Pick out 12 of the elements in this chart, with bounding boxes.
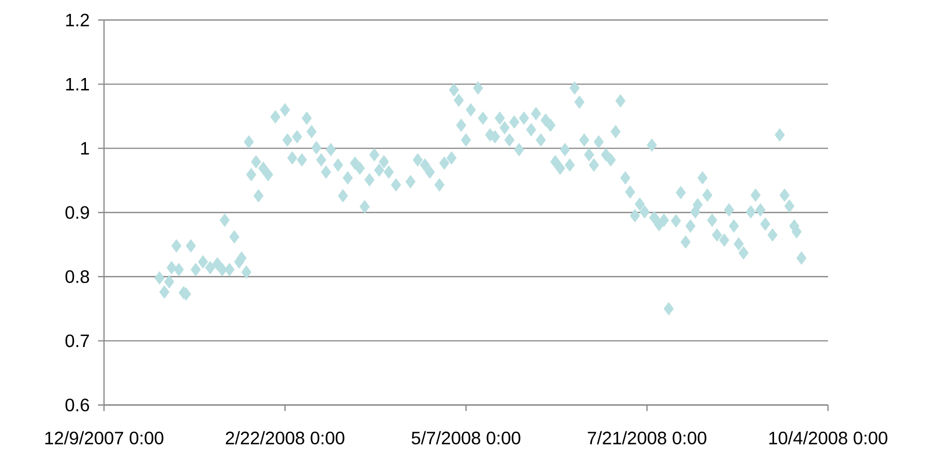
x-tick-label: 12/9/2007 0:00: [45, 431, 164, 444]
y-tick-label: 0.6: [65, 398, 90, 412]
x-tick-label: 10/4/2008 0:00: [769, 431, 888, 444]
x-tick-label: 5/7/2008 0:00: [412, 431, 520, 444]
y-tick-label: 0.7: [65, 334, 89, 348]
y-tick-label: 0.8: [65, 270, 90, 284]
y-tick-label: 1: [81, 142, 89, 155]
x-tick-label: 2/22/2008 0:00: [226, 431, 344, 444]
y-tick-label: 0.9: [65, 206, 89, 219]
x-tick-label: 7/21/2008 0:00: [588, 431, 706, 444]
y-tick-label: 1.2: [66, 14, 89, 26]
y-tick-label: 1.1: [66, 78, 89, 90]
